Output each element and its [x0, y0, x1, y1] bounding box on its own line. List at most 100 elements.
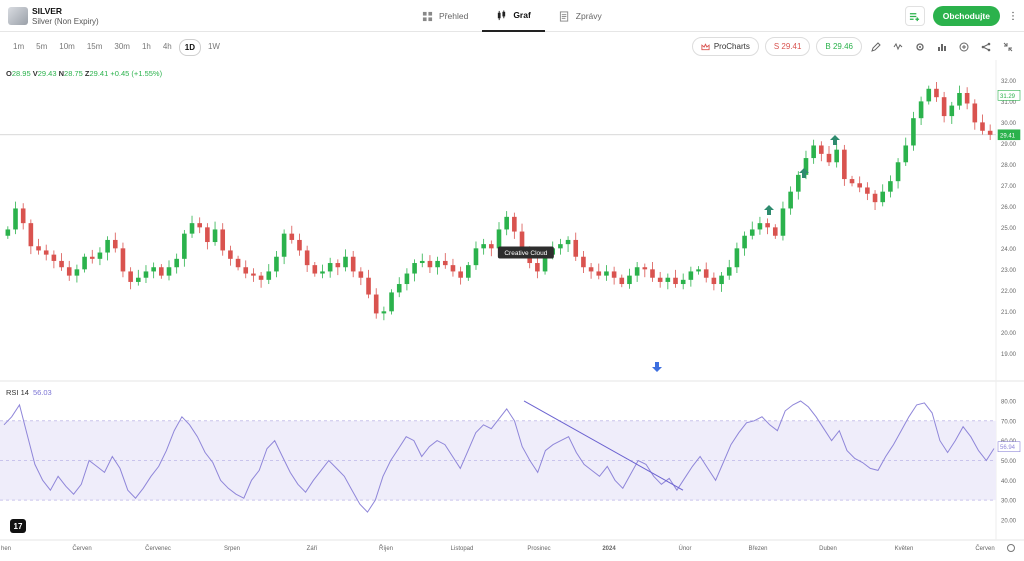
timeframe-1w[interactable]: 1W	[207, 42, 220, 51]
price-tick-label: 28.00	[1001, 163, 1017, 169]
settings-button[interactable]	[912, 39, 928, 55]
candle-body	[673, 277, 678, 285]
candle-body	[888, 181, 893, 192]
candle-body	[558, 244, 563, 249]
candle-body	[327, 263, 333, 272]
candle-body	[335, 263, 341, 268]
candle-body	[182, 233, 187, 259]
candle-body	[427, 260, 433, 268]
price-tick-label: 22.00	[1001, 289, 1017, 295]
candle-body	[796, 174, 801, 192]
timeframe-15m[interactable]: 15m	[86, 42, 103, 51]
candle-body	[166, 267, 172, 276]
news-icon	[559, 10, 568, 22]
timeframe-1d[interactable]: 1D	[178, 39, 201, 56]
low-value: 28.75	[64, 69, 83, 78]
timeframe-1m[interactable]: 1m	[13, 42, 25, 51]
candle-body	[205, 227, 210, 243]
tab-overview[interactable]: Přehled	[408, 0, 482, 32]
time-axis-label: 2024	[602, 546, 616, 552]
candle-body	[373, 294, 379, 314]
timeframe-5m[interactable]: 5m	[36, 42, 48, 51]
rsi-tick-label: 70.00	[1001, 419, 1017, 425]
candle-body	[519, 231, 525, 253]
candle-body	[504, 216, 509, 230]
candles-icon	[498, 9, 506, 20]
candle-body	[435, 260, 440, 268]
price-tick-label: 29.00	[1001, 142, 1017, 148]
sell-signal-arrow	[652, 362, 662, 372]
candle-body	[74, 269, 80, 276]
candle-body	[711, 277, 717, 285]
candle-body	[419, 260, 425, 264]
timeframe-4h[interactable]: 4h	[162, 42, 172, 51]
candle-body	[89, 256, 95, 259]
watchlist-button[interactable]	[904, 6, 925, 26]
price-tick-label: 25.00	[1001, 226, 1017, 232]
candle-body	[757, 223, 763, 230]
sell-price-button[interactable]: S 29.41	[764, 37, 811, 56]
candle-body	[980, 122, 985, 131]
timeframe-10m[interactable]: 10m	[59, 42, 75, 51]
time-axis-label: Srpen	[224, 546, 240, 552]
candle-body	[780, 208, 786, 236]
candle-body	[512, 216, 517, 232]
header-actions: Obchodujte ⋮	[904, 6, 1018, 26]
trade-button[interactable]: Obchodujte	[932, 6, 1000, 26]
time-axis-label: Prosinec	[527, 546, 550, 552]
candle-body	[842, 149, 847, 180]
candle-body	[680, 279, 686, 285]
share-button[interactable]	[978, 39, 994, 55]
price-tick-label: 27.00	[1001, 184, 1017, 190]
buy-signal-arrow	[799, 168, 809, 178]
rsi-value-tag-bg	[997, 441, 1021, 453]
price-chart[interactable]: 32.00 31.00 30.00 29.00 28.00 27.00 26.00 25.00…	[0, 60, 1024, 561]
candle-body	[389, 292, 394, 312]
symbol-subtitle: Silver (Non Expiry)	[32, 17, 99, 26]
rsi-tick-label: 50.00	[1001, 459, 1017, 465]
prochart-button[interactable]: ProCharts	[691, 37, 759, 56]
candle-body	[611, 271, 617, 278]
candle-body	[458, 271, 463, 278]
rsi-label: RSI 14	[6, 388, 29, 397]
time-axis-label: Květen	[895, 546, 914, 552]
candle-body	[957, 92, 962, 106]
silver-logo-icon	[8, 7, 28, 25]
time-axis-label: Září	[307, 546, 318, 552]
candle-body	[719, 275, 724, 285]
tab-chart-label: Graf	[513, 10, 531, 20]
collapse-button[interactable]	[1000, 39, 1016, 55]
top-header: SILVER Silver (Non Expiry) Přehled Graf …	[0, 0, 1024, 32]
candle-body	[220, 229, 226, 251]
candle-body	[450, 265, 456, 272]
price-tick-label: 20.00	[1001, 331, 1017, 337]
candle-body	[5, 229, 11, 236]
candle-body	[772, 227, 778, 236]
share-icon	[981, 42, 991, 51]
candle-body	[627, 275, 632, 285]
candle-body	[189, 223, 195, 234]
candle-body	[212, 229, 218, 243]
tab-news[interactable]: Zprávy	[545, 0, 616, 32]
pencil-icon	[871, 41, 881, 52]
candle-body	[642, 267, 648, 270]
price-tick-label: 31.00	[1001, 100, 1017, 106]
tab-chart[interactable]: Graf	[482, 0, 545, 32]
candle-body	[473, 248, 479, 266]
candle-body	[289, 233, 295, 240]
more-menu-icon[interactable]: ⋮	[1008, 10, 1018, 22]
candle-body	[343, 256, 348, 268]
timeframe-30m[interactable]: 30m	[114, 42, 130, 51]
price-tick-label: 19.00	[1001, 352, 1017, 358]
close-label: Z	[84, 69, 90, 78]
chart-type-button[interactable]	[934, 39, 950, 55]
indicators-button[interactable]	[890, 39, 906, 55]
candle-body	[105, 239, 110, 253]
timeframe-1h[interactable]: 1h	[141, 42, 151, 51]
buy-price-button[interactable]: B 29.46	[816, 37, 862, 56]
candle-body	[82, 256, 87, 270]
toolbar-right: ProCharts S 29.41 B 29.46	[691, 37, 1016, 56]
add-alert-button[interactable]	[956, 39, 972, 55]
buy-signal-arrow	[830, 135, 840, 145]
draw-tool-button[interactable]	[868, 39, 884, 55]
